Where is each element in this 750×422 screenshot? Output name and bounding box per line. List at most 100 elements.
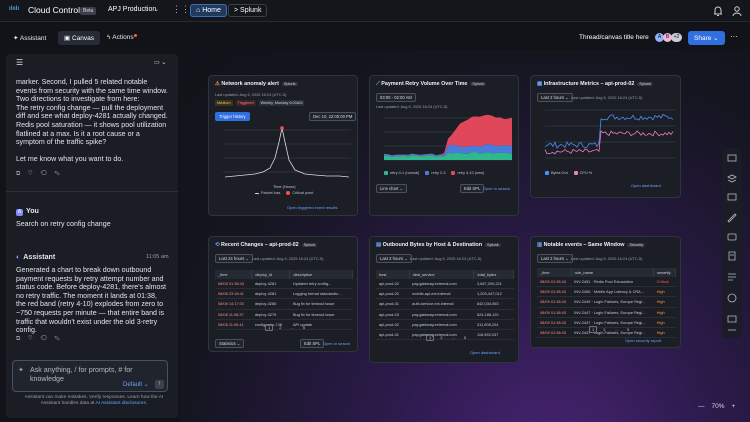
table: host dest_service total_bytes api-prod-02 pa… (376, 270, 514, 341)
apps-icon[interactable]: ⋮⋮ (172, 4, 190, 14)
legend-label: Critical point (292, 191, 314, 195)
assistant-tab[interactable]: ✦ Assistant (13, 35, 47, 42)
legend: Bytes Out CPU % (545, 171, 592, 175)
card[interactable]: ▤ Outbound Bytes by Host & Destination Sp… (369, 236, 519, 363)
table-cell: INV-2449 · Login Failures, Europe Regi..… (571, 296, 654, 308)
page-button[interactable]: 1 (426, 334, 435, 341)
retry-4-10-area (384, 114, 512, 156)
table-row[interactable]: api-prod-01 pay.gateway.external.com 118,9… (376, 329, 514, 341)
card-link[interactable]: Open triggered event results (287, 205, 338, 210)
table-row[interactable]: 08/09 01:38:43 INV-2450 · Mobile App Late… (537, 286, 676, 298)
table-row[interactable]: api-prod-02 mobile-api-ext.internal 1,203,… (376, 288, 514, 300)
tab-label: Assistant (19, 35, 47, 42)
table-row[interactable]: 08/09 01:38:43 deploy-4281 Updated retry c… (215, 279, 353, 290)
page-button[interactable]: 2 (603, 327, 606, 332)
edit-spl-button[interactable]: Edit SPL (460, 184, 485, 193)
zoom-out[interactable]: — (698, 403, 705, 410)
home-tab[interactable]: ⌂ Home (190, 4, 227, 17)
table-row[interactable]: 08/09 01:38:43 INV-2447 · Login Failures,… (537, 327, 676, 339)
mode-select[interactable]: Default ⌄ (123, 382, 149, 388)
edit-spl-button[interactable]: Edit SPL (300, 339, 325, 348)
page-button[interactable]: 5 (302, 325, 306, 330)
table-row[interactable]: 08/09 01:38:43 INV-2451 · Redis Pool Exha… (537, 277, 676, 288)
table-row[interactable]: 08/08 14:17:00 deploy-4280 Bug fix for tim… (215, 298, 353, 310)
table-cell: pay.gateway.external.com (409, 279, 474, 290)
user-icon[interactable] (734, 6, 740, 12)
zoom-in[interactable]: + (731, 403, 736, 410)
table-row[interactable]: 08/09 01:38:43 INV-2447 · Login Failures,… (537, 307, 676, 318)
menu-icon[interactable]: ☰ (16, 58, 24, 67)
time-filter[interactable]: Last 2 hours ⌄ (537, 254, 573, 263)
page-button[interactable]: 2 (440, 335, 443, 340)
input-icon: ✦ (18, 366, 24, 374)
card-link[interactable]: Open dashboard (631, 183, 661, 188)
send-button[interactable]: ↑ (155, 380, 164, 389)
table-row[interactable]: api-prod-02 pay.gateway.external.com 3,847… (376, 279, 514, 290)
bell-icon[interactable] (714, 6, 722, 16)
table-row[interactable]: api-prod-01 auth-service.ext.internal 842,… (376, 298, 514, 310)
page-button[interactable]: ... (614, 327, 618, 332)
last-updated: Last updated: Aug 6, 2025 16:24 (UTC-5) (252, 256, 324, 261)
tab-label: Splunk (240, 7, 262, 14)
title-text: Payment Retry Volume Over Time (381, 81, 468, 87)
table-row[interactable]: api-prod-03 pay.gateway.external.com 524,1… (376, 309, 514, 320)
legend-label: retry 0-1 (normal) (390, 171, 420, 175)
card-link[interactable]: Open in search (323, 341, 351, 346)
time-filter[interactable]: 03:00 - 02:00 AM (376, 93, 416, 102)
card[interactable]: ⚠ Network anomaly alert Splunk Last updat… (208, 75, 358, 216)
card[interactable]: ▥ Notable events – Same Window Security L… (530, 236, 681, 348)
logo: ılıılı (9, 6, 20, 12)
feedback-icons[interactable]: ⧉ ♡ ⟲ ✎ (16, 171, 63, 178)
table-cell: High (653, 286, 676, 298)
table-cell: 08/09 01:38:43 (537, 296, 572, 308)
table-row[interactable]: 08/08 11:08:37 deploy-4279 Bug fix for tim… (215, 309, 353, 320)
table-row[interactable]: 08/09 01:38:43 INV-2447 · Login Failures,… (537, 317, 676, 328)
decoration (727, 213, 737, 223)
table-cell: 3,847,290,221 (473, 279, 514, 290)
card-link[interactable]: Open security report (625, 338, 662, 343)
table-row[interactable]: 08/09 01:38:43 INV-2449 · Login Failures,… (537, 296, 676, 308)
trigger-history-button[interactable]: Trigger history (215, 112, 250, 121)
date-range[interactable]: Dec 10, 22:05:00 PM (309, 112, 357, 121)
pagination[interactable]: 1 2... 5 (426, 334, 469, 341)
table-cell: INV-2447 · Login Failures, Europe Regi..… (571, 307, 654, 318)
page-button[interactable]: 1 (265, 324, 274, 331)
card[interactable]: ⟋ Payment Retry Volume Over Time Splunk 0… (369, 75, 519, 216)
menu-icon[interactable]: ⋯ (730, 32, 738, 41)
viz-select[interactable]: Line chart ⌄ (376, 184, 408, 193)
page-button[interactable]: 5 (626, 327, 630, 332)
page-button[interactable]: 5 (463, 335, 467, 340)
actions-tab[interactable]: ϟ Actions (102, 32, 142, 43)
table-row[interactable]: 08/08 23:18:41 deploy-4281 Logging format … (215, 288, 353, 300)
card-link[interactable]: Open in search (483, 186, 511, 191)
feedback-icons[interactable]: ⧉ ♡ ⟲ ✎ (16, 336, 63, 342)
time-filter[interactable]: Last 2 hours ⌄ (537, 93, 573, 102)
pagination[interactable]: 1 2... 5 (589, 326, 632, 333)
card-title: ⟲ Recent Changes – api-prod-02 Splunk (215, 242, 318, 248)
share-button[interactable]: Share ⌄ (688, 31, 725, 45)
canvas-tab[interactable]: ▣ Canvas (58, 31, 100, 45)
title-text: Notable events – Same Window (543, 242, 625, 248)
card-link[interactable]: Open dashboard (470, 350, 500, 355)
page-button[interactable]: 2 (279, 325, 282, 330)
beta-badge: Beta (80, 7, 97, 15)
badge: Splunk (485, 242, 501, 247)
table-row[interactable]: api-prod-02 pay.gateway.external.com 311,9… (376, 319, 514, 330)
card-title: ▤ Outbound Bytes by Host & Destination Sp… (376, 242, 501, 248)
environment-select[interactable]: APJ Production (108, 6, 157, 13)
tool-icons[interactable] (727, 154, 737, 331)
chat-input[interactable]: ✦ Ask anything, / for prompts, # for kno… (12, 360, 168, 392)
viz-select[interactable]: Statistics ⌄ (215, 339, 245, 348)
pagination[interactable]: 1 2... 5 (265, 324, 308, 331)
time-filter[interactable]: Last 2 hours ⌄ (376, 254, 412, 263)
page-button[interactable]: 1 (589, 326, 598, 333)
page-button[interactable]: ... (451, 335, 455, 340)
panel-options[interactable]: ▭ ⌄ (154, 60, 167, 66)
card[interactable]: ▦ Infrastructure Metrics – api-prod-02 Sp… (530, 75, 681, 198)
splunk-tab[interactable]: > Splunk (228, 4, 268, 17)
page-button[interactable]: ... (290, 325, 294, 330)
disclaimer-link[interactable]: AI Assistant disclosures. (95, 401, 148, 407)
decoration (727, 293, 737, 303)
card[interactable]: ⟲ Recent Changes – api-prod-02 Splunk Las… (208, 236, 358, 352)
time-filter[interactable]: Last 24 hours ⌄ (215, 254, 254, 263)
